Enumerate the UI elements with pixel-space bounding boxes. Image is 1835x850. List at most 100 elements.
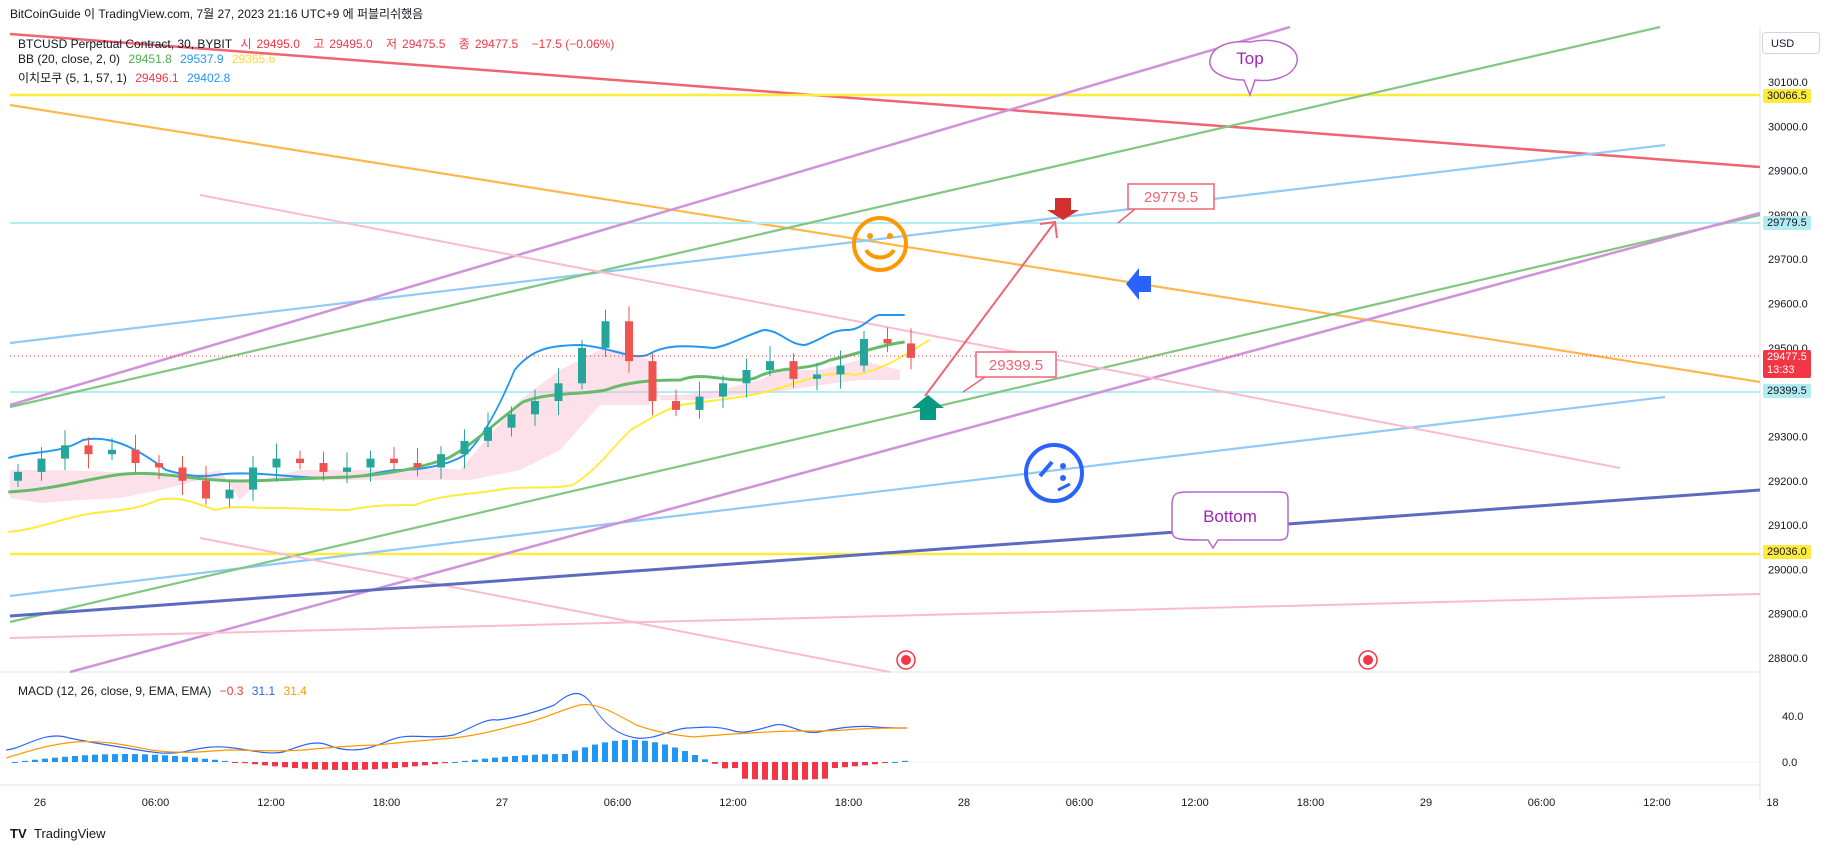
price-tick-label: 29300.0 <box>1768 431 1808 443</box>
price-tag: 29477.5 13:33 <box>1763 349 1811 378</box>
legend-ichimoku-b: 29402.8 <box>186 71 231 85</box>
macd-bar <box>862 762 868 766</box>
projection-arrow[interactable] <box>924 220 1058 397</box>
macd-bar <box>602 742 608 762</box>
macd-bar <box>452 761 458 763</box>
trendline-pink-upper[interactable] <box>199 194 1621 469</box>
macd-bar <box>232 762 238 763</box>
macd-bar <box>322 762 328 770</box>
macd-bar <box>692 755 698 762</box>
macd-bar <box>152 754 158 762</box>
macd-bar <box>842 762 848 768</box>
macd-bar <box>502 756 508 762</box>
trendline-purple-upper[interactable] <box>9 25 1291 407</box>
bottom-callout-bubble <box>1171 491 1289 550</box>
open-label: 시 <box>240 37 252 51</box>
legend-macd-signal: 31.4 <box>283 684 307 698</box>
main-pane-bg <box>0 26 1760 672</box>
candle-body <box>343 467 351 472</box>
legend-bb-label: BB (20, close, 2, 0) <box>18 52 121 66</box>
macd-bar <box>462 760 468 762</box>
time-axis[interactable]: 26 06:00 12:00 18:00 27 06:00 12:00 18:00 28 06:0… <box>34 797 1779 809</box>
trendline-purple-lower[interactable] <box>69 211 1761 674</box>
macd-bar <box>282 762 288 768</box>
macd-bar <box>532 754 538 762</box>
event-flag-icon[interactable] <box>896 650 916 670</box>
legend-macd-row[interactable]: MACD (12, 26, close, 9, EMA, EMA) −0.3 3… <box>18 684 312 698</box>
price-tick-label: 29000.0 <box>1768 564 1808 576</box>
macd-bar <box>752 762 758 780</box>
macd-bar <box>252 762 258 765</box>
annotation-top[interactable]: Top <box>1209 39 1298 98</box>
macd-bar <box>672 747 678 762</box>
candle-body <box>84 445 93 455</box>
target-label-high[interactable]: 29779.5 <box>1117 183 1215 224</box>
trendline-green-lower[interactable] <box>9 213 1761 624</box>
macd-signal-line <box>6 703 908 759</box>
candle-body <box>601 321 610 348</box>
time-tick-label: 18:00 <box>835 797 863 809</box>
macd-pane <box>6 692 1760 780</box>
candle-body <box>61 445 69 459</box>
publish-info: BitCoinGuide 이 TradingView.com, 7월 27, 2… <box>10 7 424 21</box>
arrow-up-marker[interactable] <box>912 395 944 420</box>
macd-bar <box>732 762 738 769</box>
trendline-blue-lower[interactable] <box>9 395 1666 598</box>
arrow-left-marker[interactable] <box>1126 268 1151 300</box>
time-tick-label: 18 <box>1766 797 1778 809</box>
price-tick-label: 30000.0 <box>1768 121 1808 133</box>
high-value: 29495.0 <box>329 37 373 51</box>
price-tag: 29036.0 <box>1763 545 1811 560</box>
candle-body <box>531 401 539 415</box>
candle-body <box>813 374 821 379</box>
trendline-navy[interactable] <box>9 488 1761 618</box>
candle-body <box>131 449 140 464</box>
event-flag-icon[interactable] <box>1358 650 1378 670</box>
time-tick-label: 06:00 <box>1528 797 1556 809</box>
macd-bar <box>202 758 208 762</box>
macd-bar <box>492 757 498 762</box>
target-high-text: 29779.5 <box>1144 189 1198 206</box>
candle-body <box>272 458 281 468</box>
smiley-happy-icon[interactable] <box>852 216 908 272</box>
time-tick-label: 18:00 <box>373 797 401 809</box>
candle-body <box>366 458 375 468</box>
currency-button[interactable]: USD <box>1762 32 1820 54</box>
open-value: 29495.0 <box>256 37 300 51</box>
macd-bar <box>442 762 448 764</box>
legend-symbol-row[interactable]: BTCUSD Perpetual Contract, 30, BYBIT 시 29… <box>18 35 619 52</box>
legend-macd-line: 31.1 <box>251 684 276 698</box>
macd-bar <box>882 762 888 764</box>
macd-bar <box>222 760 228 762</box>
arrow-down-marker[interactable] <box>1047 198 1079 220</box>
time-tick-label: 26 <box>34 797 46 809</box>
footer[interactable]: TV TradingView <box>10 826 106 841</box>
target-label-low[interactable]: 29399.5 <box>962 351 1057 393</box>
macd-bar <box>662 744 668 762</box>
legend-ichimoku-label: 이치모쿠 (5, 1, 57, 1) <box>18 71 127 85</box>
time-tick-label: 12:00 <box>257 797 285 809</box>
legend-bb-row[interactable]: BB (20, close, 2, 0) 29451.8 29537.9 293… <box>18 52 280 66</box>
annotation-bottom[interactable]: Bottom <box>1171 491 1289 550</box>
legend-change: −17.5 (−0.06%) <box>531 37 615 51</box>
macd-bar <box>902 760 908 762</box>
legend-ichimoku-row[interactable]: 이치모쿠 (5, 1, 57, 1) 29496.1 29402.8 <box>18 69 235 86</box>
trendline-blue-upper[interactable] <box>9 143 1666 345</box>
candle-body <box>319 463 328 472</box>
trendline-pink-flat[interactable] <box>9 593 1761 639</box>
trendline-red[interactable] <box>9 32 1761 169</box>
macd-bar <box>432 762 438 765</box>
price-tick-label: 29900.0 <box>1768 166 1808 178</box>
trendline-pink-lower[interactable] <box>199 537 891 673</box>
trendline-orange[interactable] <box>9 103 1761 384</box>
trendlines[interactable] <box>9 25 1761 674</box>
macd-bar <box>212 759 218 762</box>
candle-body <box>860 338 868 366</box>
smiley-confused-icon[interactable] <box>1024 443 1084 503</box>
trendline-green-upper[interactable] <box>9 25 1661 409</box>
low-label: 저 <box>386 37 398 51</box>
macd-bar <box>802 762 808 780</box>
macd-bar <box>362 762 368 770</box>
macd-bar <box>482 758 488 762</box>
